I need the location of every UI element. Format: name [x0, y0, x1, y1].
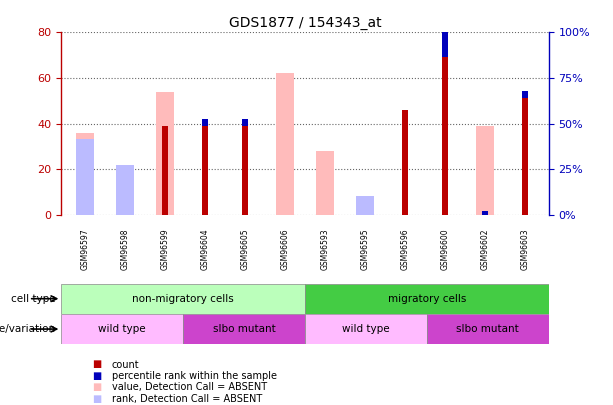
- Text: GSM96604: GSM96604: [200, 228, 210, 270]
- Bar: [305, 314, 427, 344]
- Bar: [202, 126, 208, 215]
- Bar: [305, 284, 549, 314]
- Text: GSM96593: GSM96593: [321, 228, 329, 270]
- Text: non-migratory cells: non-migratory cells: [132, 294, 234, 304]
- Bar: [427, 314, 549, 344]
- Text: GSM96603: GSM96603: [520, 228, 529, 270]
- Text: GSM96600: GSM96600: [440, 228, 449, 270]
- Text: rank, Detection Call = ABSENT: rank, Detection Call = ABSENT: [112, 394, 262, 403]
- Text: genotype/variation: genotype/variation: [0, 324, 55, 334]
- Bar: [276, 73, 294, 215]
- Text: GSM96599: GSM96599: [161, 228, 170, 270]
- Text: cell type: cell type: [10, 294, 55, 304]
- Text: percentile rank within the sample: percentile rank within the sample: [112, 371, 276, 381]
- Text: GSM96602: GSM96602: [480, 228, 489, 270]
- Bar: [402, 110, 408, 215]
- Text: ■: ■: [92, 371, 101, 381]
- Text: count: count: [112, 360, 139, 369]
- Text: wild type: wild type: [342, 324, 390, 334]
- Bar: [76, 139, 94, 215]
- Bar: [61, 284, 305, 314]
- Text: GSM96596: GSM96596: [400, 228, 409, 270]
- Text: GSM96605: GSM96605: [240, 228, 249, 270]
- Bar: [202, 119, 208, 126]
- Bar: [156, 92, 174, 215]
- Text: ■: ■: [92, 360, 101, 369]
- Bar: [61, 314, 183, 344]
- Text: ■: ■: [92, 394, 101, 403]
- Text: GSM96595: GSM96595: [360, 228, 370, 270]
- Text: GSM96598: GSM96598: [121, 228, 130, 270]
- Bar: [482, 211, 488, 215]
- Text: GSM96597: GSM96597: [81, 228, 89, 270]
- Bar: [183, 314, 305, 344]
- Text: slbo mutant: slbo mutant: [213, 324, 275, 334]
- Bar: [476, 126, 493, 215]
- Text: migratory cells: migratory cells: [387, 294, 466, 304]
- Bar: [356, 203, 374, 215]
- Bar: [442, 58, 447, 215]
- Text: wild type: wild type: [99, 324, 146, 334]
- Bar: [116, 164, 134, 215]
- Bar: [242, 119, 248, 126]
- Bar: [522, 91, 528, 98]
- Text: slbo mutant: slbo mutant: [456, 324, 519, 334]
- Bar: [522, 98, 528, 215]
- Bar: [242, 126, 248, 215]
- Bar: [316, 151, 334, 215]
- Text: value, Detection Call = ABSENT: value, Detection Call = ABSENT: [112, 382, 267, 392]
- Bar: [116, 176, 134, 215]
- Text: ■: ■: [92, 382, 101, 392]
- Bar: [162, 126, 168, 215]
- Bar: [442, 0, 447, 58]
- Bar: [356, 196, 374, 215]
- Bar: [76, 133, 94, 215]
- Title: GDS1877 / 154343_at: GDS1877 / 154343_at: [229, 16, 381, 30]
- Text: GSM96606: GSM96606: [281, 228, 289, 270]
